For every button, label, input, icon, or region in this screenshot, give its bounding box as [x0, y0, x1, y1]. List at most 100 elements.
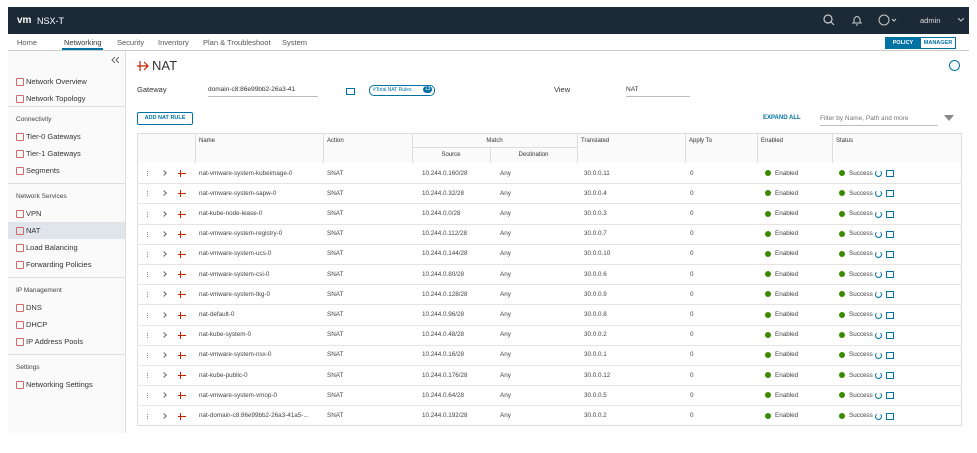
row-actions[interactable]: [147, 354, 148, 356]
details-icon[interactable]: [886, 230, 894, 238]
nav-tab[interactable]: Plan & Troubleshoot: [203, 38, 271, 47]
row-actions[interactable]: [147, 314, 148, 316]
refresh-icon[interactable]: [875, 271, 882, 279]
refresh-icon[interactable]: [875, 311, 882, 319]
row-actions[interactable]: [147, 334, 148, 336]
collapse-icon[interactable]: [111, 57, 119, 63]
sidebar-item[interactable]: DNS: [26, 303, 42, 312]
row-actions[interactable]: [147, 173, 148, 175]
sidebar-item[interactable]: IP Address Pools: [26, 337, 83, 346]
row-actions[interactable]: [147, 233, 148, 235]
row-actions[interactable]: [147, 253, 148, 255]
details-icon[interactable]: [886, 250, 894, 258]
row-divider: [137, 344, 962, 346]
details-icon[interactable]: [886, 291, 894, 299]
nav-tab[interactable]: System: [282, 38, 308, 47]
details-icon[interactable]: [886, 412, 894, 420]
details-icon[interactable]: [886, 392, 894, 400]
status-dot: [839, 412, 845, 419]
refresh-icon[interactable]: [875, 170, 882, 178]
refresh-icon[interactable]: [875, 250, 882, 258]
row-actions[interactable]: [147, 375, 148, 377]
refresh-icon[interactable]: [875, 412, 882, 420]
enabled-dot: [765, 170, 771, 177]
row-actions[interactable]: [147, 294, 148, 296]
refresh-icon[interactable]: [875, 230, 882, 238]
details-icon[interactable]: [886, 210, 894, 218]
row-actions[interactable]: [147, 415, 148, 417]
product-name: NSX-T: [37, 16, 64, 26]
user-caret: [958, 18, 964, 22]
search-icon[interactable]: [823, 14, 835, 26]
row-actions[interactable]: [147, 395, 148, 397]
view-select[interactable]: NAT: [626, 85, 690, 97]
refresh-icon[interactable]: [875, 372, 882, 380]
rule-icon: [178, 193, 186, 195]
details-icon[interactable]: [886, 351, 894, 359]
enabled-dot: [765, 412, 771, 419]
table-cell: SNAT: [327, 351, 344, 359]
column-header: Destination: [518, 152, 549, 158]
table-cell: Success: [849, 290, 873, 298]
details-icon[interactable]: [886, 190, 894, 198]
enabled-dot: [765, 311, 771, 318]
nav-tab[interactable]: Home: [17, 38, 38, 47]
sidebar-item[interactable]: Networking Settings: [26, 380, 93, 389]
table-cell: 30.0.0.8: [584, 311, 607, 318]
row-actions[interactable]: [147, 213, 148, 215]
logo: vm: [17, 15, 32, 26]
filter-input[interactable]: Filter by Name, Path and more: [820, 114, 938, 126]
row-divider: [137, 264, 962, 265]
rule-icon: [180, 372, 181, 380]
mode-button[interactable]: MANAGER: [920, 37, 956, 49]
sidebar-item[interactable]: DHCP: [26, 320, 48, 329]
sidebar-item[interactable]: VPN: [26, 209, 42, 218]
nav-tab[interactable]: Inventory: [158, 38, 189, 47]
row-divider: [137, 183, 962, 185]
details-icon[interactable]: [886, 372, 894, 380]
sidebar-item[interactable]: Tier-0 Gateways: [26, 132, 81, 141]
details-icon[interactable]: [886, 271, 894, 279]
refresh-icon[interactable]: [875, 351, 882, 359]
help-menu[interactable]: [878, 14, 898, 26]
gateway-select[interactable]: domain-c8:86e99bb2-26a3-41: [208, 85, 318, 97]
notification-icon[interactable]: [851, 14, 863, 26]
sidebar-item[interactable]: Tier-1 Gateways: [26, 149, 81, 158]
help-icon[interactable]: [949, 60, 960, 71]
expand-all[interactable]: EXPAND ALL: [763, 115, 801, 121]
sidebar-item[interactable]: Network Overview: [26, 77, 87, 86]
row-actions[interactable]: [147, 274, 148, 276]
status-dot: [839, 271, 845, 278]
refresh-icon[interactable]: [875, 210, 882, 218]
status-dot: [839, 331, 845, 338]
sidebar-item[interactable]: Forwarding Policies: [26, 260, 92, 269]
nav-tab[interactable]: Networking: [64, 38, 102, 47]
sidebar-item[interactable]: NAT: [26, 226, 41, 235]
nav-tab[interactable]: Security: [117, 38, 145, 47]
sidebar-item[interactable]: Load Balancing: [26, 243, 78, 252]
user-menu[interactable]: admin: [920, 16, 941, 25]
sidebar-item[interactable]: Segments: [26, 166, 60, 175]
sidebar-item[interactable]: Network Topology: [26, 94, 86, 103]
filter-icon[interactable]: [944, 115, 954, 121]
match-divider: [412, 147, 577, 148]
refresh-icon[interactable]: [875, 392, 882, 400]
table-cell: Enabled: [775, 311, 799, 318]
view-label: View: [554, 85, 571, 94]
add-nat-rule-button[interactable]: ADD NAT RULE: [137, 112, 193, 125]
table-cell: SNAT: [327, 230, 344, 238]
table-cell: 30.0.0.2: [584, 412, 607, 419]
table-cell: Enabled: [775, 290, 799, 298]
row-actions[interactable]: [147, 193, 148, 195]
table-cell: Any: [500, 331, 511, 339]
refresh-icon[interactable]: [875, 331, 882, 339]
rule-icon: [180, 210, 181, 218]
details-icon[interactable]: [886, 311, 894, 319]
details-icon[interactable]: [886, 170, 894, 178]
column-header: Translated: [581, 138, 610, 144]
refresh-icon[interactable]: [875, 291, 882, 299]
table-cell: Enabled: [775, 371, 799, 379]
refresh-icon[interactable]: [875, 190, 882, 198]
details-icon[interactable]: [886, 331, 894, 339]
mode-button[interactable]: POLICY: [885, 37, 921, 49]
